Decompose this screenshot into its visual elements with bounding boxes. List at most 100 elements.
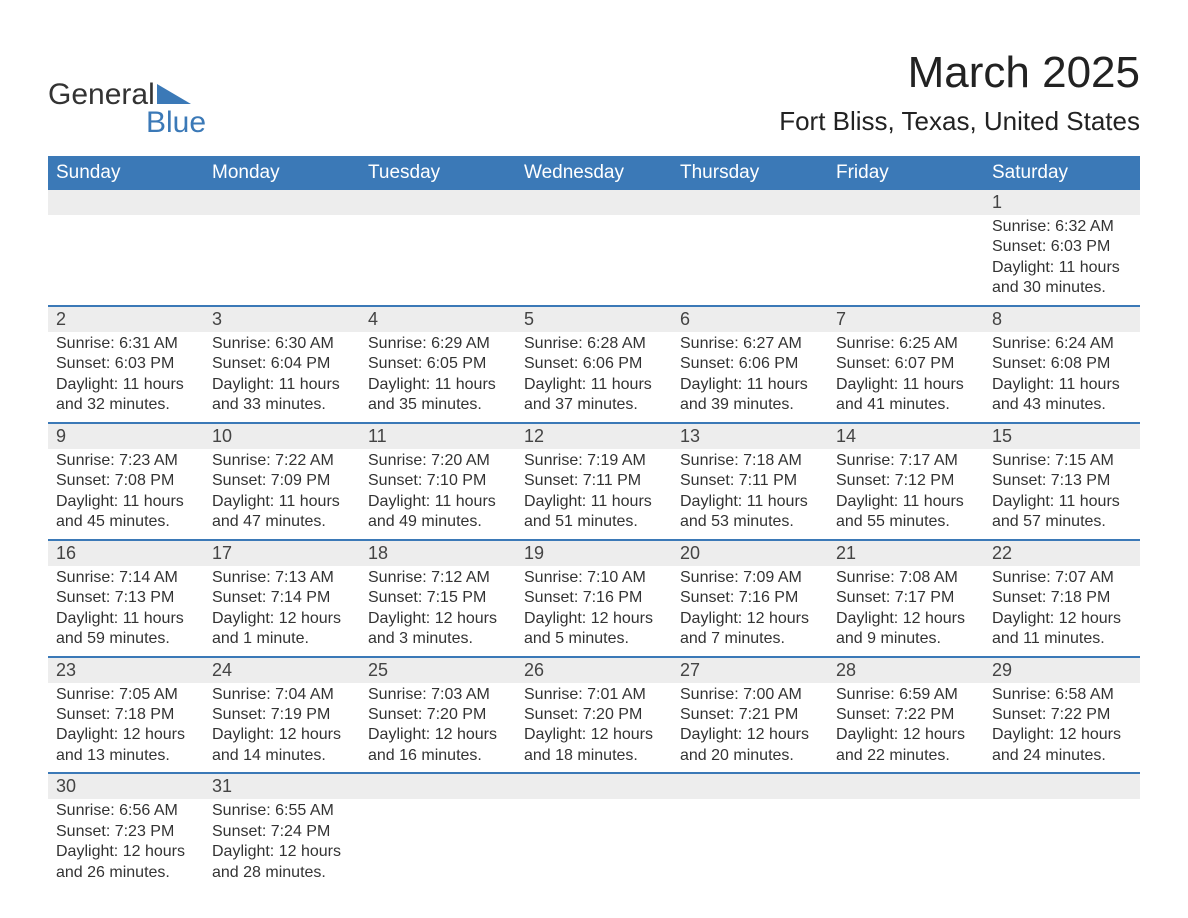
day-number: 21 xyxy=(828,541,984,566)
sunset-text: Sunset: 7:08 PM xyxy=(56,471,196,491)
calendar-cell: 3Sunrise: 6:30 AMSunset: 6:04 PMDaylight… xyxy=(204,306,360,423)
day-number: 29 xyxy=(984,658,1140,683)
daylight-text: Daylight: 11 hours and 37 minutes. xyxy=(524,375,664,416)
day-number: 3 xyxy=(204,307,360,332)
day-number: 1 xyxy=(984,190,1140,215)
day-number xyxy=(204,190,360,215)
sunset-text: Sunset: 7:17 PM xyxy=(836,588,976,608)
sunrise-text: Sunrise: 7:05 AM xyxy=(56,685,196,705)
calendar-cell: 13Sunrise: 7:18 AMSunset: 7:11 PMDayligh… xyxy=(672,423,828,540)
day-number: 27 xyxy=(672,658,828,683)
calendar-cell: 19Sunrise: 7:10 AMSunset: 7:16 PMDayligh… xyxy=(516,540,672,657)
sunset-text: Sunset: 7:24 PM xyxy=(212,822,352,842)
weekday-header: Saturday xyxy=(984,156,1140,190)
sunrise-text: Sunrise: 7:10 AM xyxy=(524,568,664,588)
day-content: Sunrise: 6:27 AMSunset: 6:06 PMDaylight:… xyxy=(672,332,828,422)
sunset-text: Sunset: 7:18 PM xyxy=(992,588,1132,608)
day-content xyxy=(516,215,672,223)
day-number: 31 xyxy=(204,774,360,799)
sunrise-text: Sunrise: 6:25 AM xyxy=(836,334,976,354)
day-number: 19 xyxy=(516,541,672,566)
calendar-cell: 10Sunrise: 7:22 AMSunset: 7:09 PMDayligh… xyxy=(204,423,360,540)
day-number xyxy=(828,190,984,215)
day-content: Sunrise: 7:09 AMSunset: 7:16 PMDaylight:… xyxy=(672,566,828,656)
calendar-cell: 11Sunrise: 7:20 AMSunset: 7:10 PMDayligh… xyxy=(360,423,516,540)
day-content xyxy=(828,215,984,223)
daylight-text: Daylight: 12 hours and 14 minutes. xyxy=(212,725,352,766)
day-content: Sunrise: 7:15 AMSunset: 7:13 PMDaylight:… xyxy=(984,449,1140,539)
calendar-table: SundayMondayTuesdayWednesdayThursdayFrid… xyxy=(48,156,1140,889)
day-number: 11 xyxy=(360,424,516,449)
day-number: 12 xyxy=(516,424,672,449)
day-number xyxy=(984,774,1140,799)
weekday-header: Thursday xyxy=(672,156,828,190)
day-content: Sunrise: 7:23 AMSunset: 7:08 PMDaylight:… xyxy=(48,449,204,539)
daylight-text: Daylight: 11 hours and 35 minutes. xyxy=(368,375,508,416)
sunrise-text: Sunrise: 6:28 AM xyxy=(524,334,664,354)
daylight-text: Daylight: 11 hours and 49 minutes. xyxy=(368,492,508,533)
weekday-header: Friday xyxy=(828,156,984,190)
sunset-text: Sunset: 7:22 PM xyxy=(992,705,1132,725)
day-content: Sunrise: 7:08 AMSunset: 7:17 PMDaylight:… xyxy=(828,566,984,656)
day-number xyxy=(516,190,672,215)
day-number xyxy=(360,774,516,799)
sunset-text: Sunset: 7:14 PM xyxy=(212,588,352,608)
calendar-cell: 28Sunrise: 6:59 AMSunset: 7:22 PMDayligh… xyxy=(828,657,984,774)
sunrise-text: Sunrise: 7:14 AM xyxy=(56,568,196,588)
calendar-cell: 15Sunrise: 7:15 AMSunset: 7:13 PMDayligh… xyxy=(984,423,1140,540)
day-content xyxy=(828,799,984,807)
sunrise-text: Sunrise: 6:32 AM xyxy=(992,217,1132,237)
daylight-text: Daylight: 12 hours and 28 minutes. xyxy=(212,842,352,883)
sunset-text: Sunset: 7:20 PM xyxy=(524,705,664,725)
sunset-text: Sunset: 6:05 PM xyxy=(368,354,508,374)
calendar-cell: 26Sunrise: 7:01 AMSunset: 7:20 PMDayligh… xyxy=(516,657,672,774)
day-content: Sunrise: 7:20 AMSunset: 7:10 PMDaylight:… xyxy=(360,449,516,539)
day-number: 26 xyxy=(516,658,672,683)
daylight-text: Daylight: 12 hours and 26 minutes. xyxy=(56,842,196,883)
day-content: Sunrise: 7:22 AMSunset: 7:09 PMDaylight:… xyxy=(204,449,360,539)
daylight-text: Daylight: 11 hours and 30 minutes. xyxy=(992,258,1132,299)
sunrise-text: Sunrise: 6:58 AM xyxy=(992,685,1132,705)
day-content: Sunrise: 7:17 AMSunset: 7:12 PMDaylight:… xyxy=(828,449,984,539)
day-content xyxy=(360,215,516,223)
calendar-cell xyxy=(828,773,984,889)
sunrise-text: Sunrise: 6:29 AM xyxy=(368,334,508,354)
daylight-text: Daylight: 11 hours and 59 minutes. xyxy=(56,609,196,650)
weekday-header: Monday xyxy=(204,156,360,190)
day-number: 4 xyxy=(360,307,516,332)
sunset-text: Sunset: 7:11 PM xyxy=(680,471,820,491)
day-content xyxy=(360,799,516,807)
calendar-cell xyxy=(984,773,1140,889)
sunrise-text: Sunrise: 7:19 AM xyxy=(524,451,664,471)
logo: General Blue xyxy=(48,48,206,140)
day-number: 13 xyxy=(672,424,828,449)
daylight-text: Daylight: 12 hours and 13 minutes. xyxy=(56,725,196,766)
daylight-text: Daylight: 11 hours and 51 minutes. xyxy=(524,492,664,533)
day-content: Sunrise: 7:13 AMSunset: 7:14 PMDaylight:… xyxy=(204,566,360,656)
daylight-text: Daylight: 12 hours and 22 minutes. xyxy=(836,725,976,766)
day-content: Sunrise: 7:12 AMSunset: 7:15 PMDaylight:… xyxy=(360,566,516,656)
sunrise-text: Sunrise: 6:24 AM xyxy=(992,334,1132,354)
sunset-text: Sunset: 7:22 PM xyxy=(836,705,976,725)
sunset-text: Sunset: 6:06 PM xyxy=(524,354,664,374)
calendar-cell: 31Sunrise: 6:55 AMSunset: 7:24 PMDayligh… xyxy=(204,773,360,889)
calendar-cell: 24Sunrise: 7:04 AMSunset: 7:19 PMDayligh… xyxy=(204,657,360,774)
day-number xyxy=(828,774,984,799)
day-number xyxy=(516,774,672,799)
day-content: Sunrise: 7:03 AMSunset: 7:20 PMDaylight:… xyxy=(360,683,516,773)
calendar-cell: 23Sunrise: 7:05 AMSunset: 7:18 PMDayligh… xyxy=(48,657,204,774)
sunset-text: Sunset: 6:03 PM xyxy=(992,237,1132,257)
sunset-text: Sunset: 7:15 PM xyxy=(368,588,508,608)
day-content: Sunrise: 7:04 AMSunset: 7:19 PMDaylight:… xyxy=(204,683,360,773)
sunrise-text: Sunrise: 7:17 AM xyxy=(836,451,976,471)
sunset-text: Sunset: 7:09 PM xyxy=(212,471,352,491)
day-number: 30 xyxy=(48,774,204,799)
calendar-cell xyxy=(672,190,828,306)
day-content: Sunrise: 7:14 AMSunset: 7:13 PMDaylight:… xyxy=(48,566,204,656)
month-title: March 2025 xyxy=(779,48,1140,98)
day-content: Sunrise: 7:00 AMSunset: 7:21 PMDaylight:… xyxy=(672,683,828,773)
day-number: 18 xyxy=(360,541,516,566)
calendar-week-row: 1Sunrise: 6:32 AMSunset: 6:03 PMDaylight… xyxy=(48,190,1140,306)
logo-triangle-icon xyxy=(157,82,191,104)
sunset-text: Sunset: 7:20 PM xyxy=(368,705,508,725)
